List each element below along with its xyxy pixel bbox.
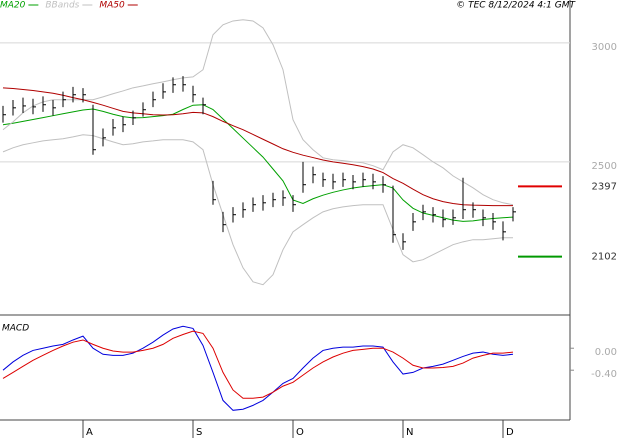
source: © TEC 8/12/2024 4:1 GMT: [456, 1, 576, 11]
y-tick-label: 2500: [592, 161, 617, 172]
x-tick-label: S: [196, 427, 202, 438]
y-tick-label: -0.40: [591, 369, 617, 380]
x-tick-label: O: [296, 427, 304, 438]
y-tick-label: 0.00: [595, 347, 617, 358]
indicator-line: [2, 134, 513, 286]
indicator-line: [2, 19, 514, 206]
level-label: 2102: [592, 252, 617, 263]
legend-label: MA50: [99, 1, 125, 11]
macd-line: [2, 330, 514, 399]
legend-label: MA20: [0, 1, 26, 11]
x-tick-label: A: [86, 427, 93, 438]
legend-label: BBands: [45, 1, 79, 11]
macd-title: MACD: [2, 324, 29, 334]
level-label: 2397: [592, 181, 617, 192]
indicator-line: [2, 104, 514, 222]
x-tick-label: D: [506, 427, 514, 438]
y-tick-label: 3000: [592, 42, 617, 53]
indicator-line: [2, 87, 513, 207]
x-tick-label: N: [406, 427, 413, 438]
